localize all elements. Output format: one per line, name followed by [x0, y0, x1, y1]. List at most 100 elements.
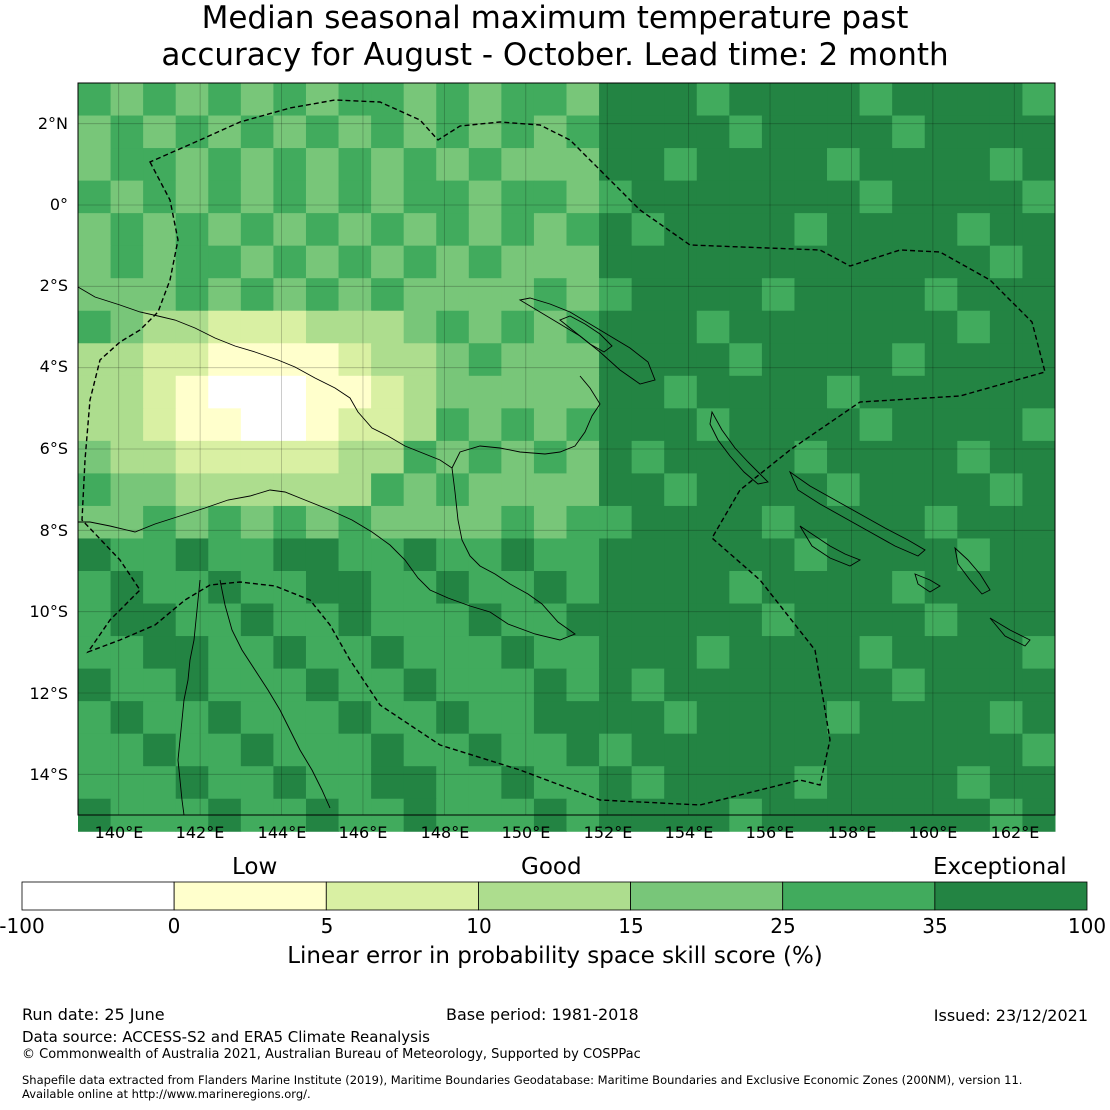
skill-cell [403, 245, 437, 279]
skill-cell [859, 538, 893, 572]
skill-cell [403, 701, 437, 735]
skill-cell [599, 245, 633, 279]
skill-cell [371, 115, 405, 149]
skill-cell [729, 83, 763, 117]
skill-cell [208, 538, 242, 572]
skill-cell [989, 148, 1023, 182]
skill-cell [468, 473, 502, 507]
skill-cell [436, 115, 470, 149]
skill-cell [208, 83, 242, 117]
skill-cell [436, 766, 470, 800]
skill-cell [533, 766, 567, 800]
skill-cell [1022, 733, 1056, 767]
skill-cell [533, 375, 567, 409]
skill-cell [892, 603, 926, 637]
colorbar-tick: 10 [466, 914, 492, 938]
skill-cell [338, 278, 372, 312]
skill-cell [78, 733, 112, 767]
skill-cell [338, 245, 372, 279]
skill-cell [78, 766, 112, 800]
skill-cell [761, 505, 795, 539]
skill-cell [631, 115, 665, 149]
skill-cell [989, 278, 1023, 312]
skill-cell [827, 213, 861, 247]
skill-cell [436, 245, 470, 279]
lat-label: 2°S [39, 276, 68, 295]
skill-cell [338, 440, 372, 474]
skill-cell [143, 701, 177, 735]
skill-cell [794, 668, 828, 702]
skill-cell [403, 766, 437, 800]
skill-cell [143, 668, 177, 702]
skill-cell [468, 603, 502, 637]
skill-cell [533, 505, 567, 539]
cape-york-coast [177, 579, 201, 816]
skill-cell [729, 473, 763, 507]
skill-cell [403, 636, 437, 670]
skill-cell [892, 278, 926, 312]
skill-cell [273, 180, 307, 214]
skill-cell [989, 636, 1023, 670]
skill-cell [240, 571, 274, 605]
skill-cell [468, 83, 502, 117]
skill-cell [631, 375, 665, 409]
skill-cell [1022, 440, 1056, 474]
skill-cell [761, 278, 795, 312]
skill-cell [794, 180, 828, 214]
skill-cell [501, 603, 535, 637]
skill-cell [208, 668, 242, 702]
skill-cell [403, 115, 437, 149]
skill-cell [924, 473, 958, 507]
skill-cell [273, 375, 307, 409]
skill-cell [696, 148, 730, 182]
skill-cell [305, 375, 340, 409]
colorbar-bin [325, 881, 479, 911]
skill-cell [566, 701, 600, 735]
skill-cell [957, 636, 991, 670]
skill-cell [240, 310, 274, 344]
skill-cell [501, 766, 535, 800]
skill-cell [208, 245, 242, 279]
skill-cell [794, 408, 828, 442]
skill-cell [143, 213, 177, 247]
skill-cell [533, 213, 567, 247]
skill-cell [599, 278, 633, 312]
skill-cell [696, 440, 730, 474]
skill-cell [143, 343, 177, 377]
skill-cell [468, 733, 502, 767]
skill-cell [338, 213, 372, 247]
skill-cell [892, 408, 926, 442]
skill-cell [761, 83, 795, 117]
skill-cell [240, 278, 274, 312]
skill-cell [273, 636, 307, 670]
skill-cell [436, 213, 470, 247]
skill-cell [240, 343, 274, 377]
skill-cell [664, 505, 698, 539]
skill-cell [924, 83, 958, 117]
skill-cell [240, 180, 274, 214]
skill-cell [175, 180, 209, 214]
skill-cell [371, 505, 405, 539]
skill-cell [761, 245, 795, 279]
skill-cell [305, 440, 340, 474]
skill-cell [696, 213, 730, 247]
skill-cell [78, 180, 112, 214]
skill-cell [892, 375, 926, 409]
new-ireland-coast [559, 315, 613, 353]
skill-cell [110, 408, 144, 442]
skill-cell [436, 343, 470, 377]
skill-cell [305, 701, 340, 735]
skill-cell [1022, 701, 1056, 735]
skill-cell [208, 603, 242, 637]
skill-cell [533, 278, 567, 312]
skill-cell [729, 375, 763, 409]
skill-cell [794, 343, 828, 377]
skill-cell [1022, 668, 1056, 702]
lat-label: 10°S [29, 602, 68, 621]
category-good: Good [521, 854, 582, 880]
skill-cell [436, 636, 470, 670]
skill-cell [566, 180, 600, 214]
lat-label: 6°S [39, 439, 68, 458]
skill-cell [78, 701, 112, 735]
skill-cell [696, 571, 730, 605]
